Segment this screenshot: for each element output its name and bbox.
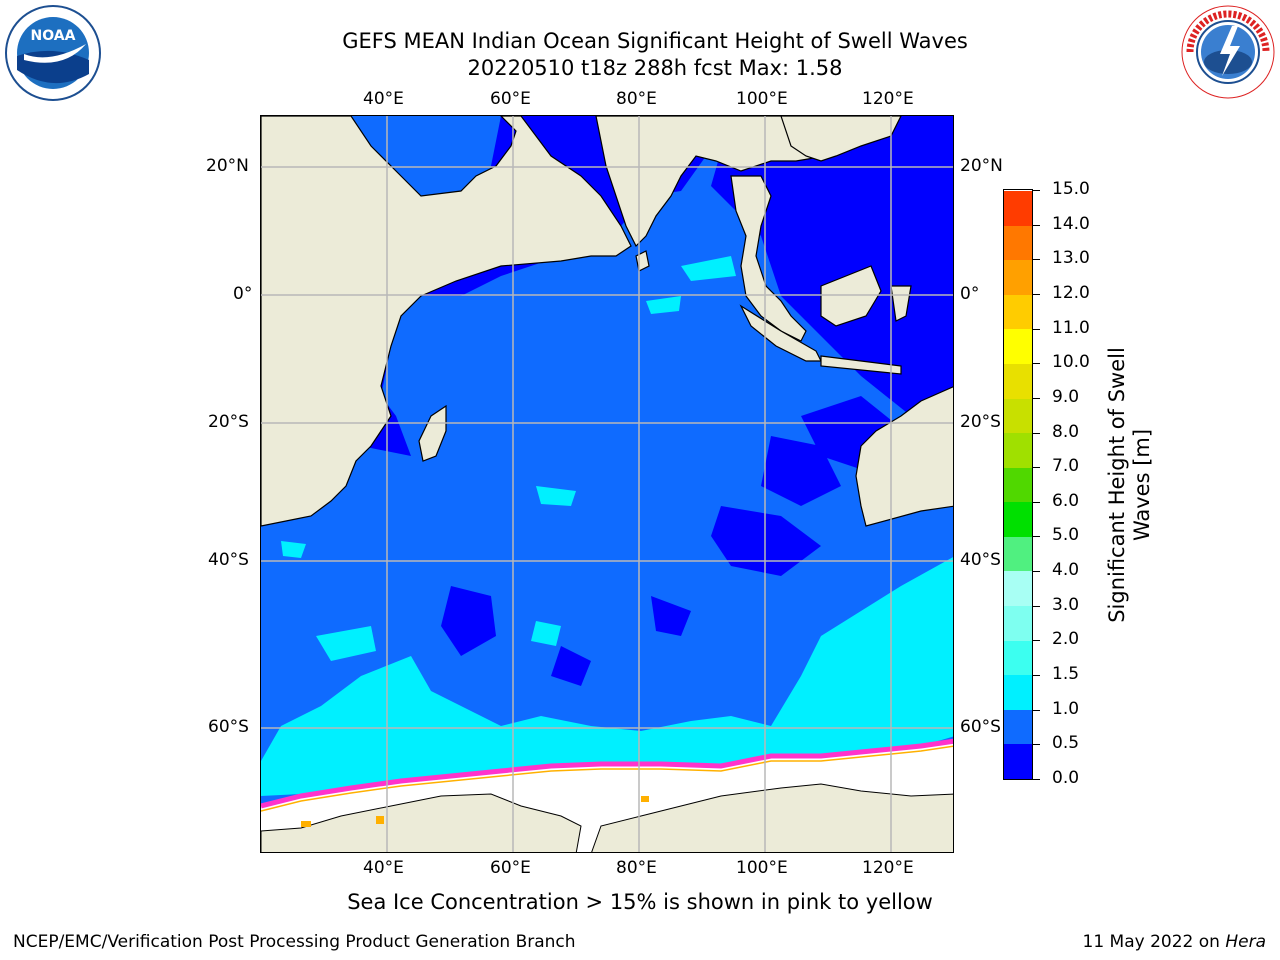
colorbar-tick-label: 9.0 (1052, 386, 1080, 407)
colorbar-title-line1: Significant Height of Swell (1105, 347, 1129, 623)
colorbar-segment (1004, 190, 1032, 226)
colorbar-segment (1004, 743, 1032, 779)
colorbar-tick-label: 4.0 (1052, 560, 1080, 581)
colorbar-tick-label: 13.0 (1052, 248, 1090, 269)
lon-tick-top-60e: 60°E (490, 89, 531, 109)
colorbar-tick-mark (1033, 328, 1040, 330)
colorbar-tick-mark (1033, 190, 1040, 191)
colorbar-segment (1004, 501, 1032, 537)
footer-credit: NCEP/EMC/Verification Post Processing Pr… (13, 932, 576, 952)
colorbar-tick-mark (1033, 675, 1040, 677)
colorbar-tick-label: 8.0 (1052, 421, 1080, 442)
colorbar-tick-label: 10.0 (1052, 352, 1090, 373)
colorbar-segment (1004, 363, 1032, 399)
colorbar-segment (1004, 398, 1032, 434)
colorbar-tick-mark (1033, 709, 1040, 711)
lat-tick-left-0: 0° (233, 284, 253, 304)
colorbar-tick-mark (1033, 501, 1040, 503)
lon-tick-bottom-60e: 60°E (490, 858, 531, 878)
colorbar-tick-mark (1033, 571, 1040, 573)
lon-tick-bottom-100e: 100°E (736, 858, 788, 878)
lon-tick-top-80e: 80°E (616, 89, 657, 109)
colorbar-segment (1004, 467, 1032, 503)
chart-title: GEFS MEAN Indian Ocean Significant Heigh… (342, 29, 968, 53)
sea-ice-caption: Sea Ice Concentration > 15% is shown in … (347, 890, 933, 914)
lat-tick-left-20s: 20°S (208, 412, 249, 432)
lon-tick-bottom-40e: 40°E (363, 858, 404, 878)
lon-tick-bottom-80e: 80°E (616, 858, 657, 878)
colorbar-segment (1004, 605, 1032, 641)
colorbar-tick-label: 1.0 (1052, 698, 1080, 719)
lon-tick-top-120e: 120°E (862, 89, 914, 109)
map-panel (260, 115, 954, 853)
noaa-logo: NOAA (4, 4, 102, 102)
colorbar-segment (1004, 536, 1032, 572)
colorbar-tick-label: 7.0 (1052, 456, 1080, 477)
colorbar-tick-mark (1033, 779, 1040, 780)
lat-tick-left-20n: 20°N (206, 156, 249, 176)
antarctica (261, 738, 953, 852)
colorbar-segment (1004, 432, 1032, 468)
footer-date-text: 11 May 2022 on (1082, 932, 1226, 952)
footer-host: Hera (1225, 932, 1266, 952)
colorbar-tick-mark (1033, 363, 1040, 365)
colorbar-title: Significant Height of Swell Waves [m] (1105, 347, 1155, 623)
colorbar-segment (1004, 294, 1032, 330)
colorbar-tick-label: 3.0 (1052, 594, 1080, 615)
colorbar-segment (1004, 570, 1032, 607)
colorbar-segment (1004, 674, 1032, 710)
colorbar-tick-mark (1033, 744, 1040, 746)
colorbar-tick-label: 14.0 (1052, 213, 1090, 234)
colorbar-segment (1004, 640, 1032, 676)
lat-tick-left-40s: 40°S (208, 550, 249, 570)
lon-tick-top-100e: 100°E (736, 89, 788, 109)
colorbar-tick-mark (1033, 605, 1040, 607)
lat-tick-right-0: 0° (960, 284, 980, 304)
swell-height-map (261, 116, 953, 852)
colorbar-segment (1004, 259, 1032, 295)
colorbar-tick-label: 6.0 (1052, 490, 1080, 511)
colorbar-tick-mark (1033, 536, 1040, 538)
colorbar-tick-label: 5.0 (1052, 525, 1080, 546)
lat-tick-right-20n: 20°N (960, 156, 1003, 176)
colorbar-tick-mark (1033, 467, 1040, 469)
lat-tick-right-40s: 40°S (960, 550, 1001, 570)
lat-tick-right-60s: 60°S (960, 717, 1001, 737)
colorbar-segment (1004, 328, 1032, 364)
lon-tick-bottom-120e: 120°E (862, 858, 914, 878)
colorbar-tick-mark (1033, 432, 1040, 434)
chart-subtitle: 20220510 t18z 288h fcst Max: 1.58 (467, 56, 843, 80)
colorbar-title-line2: Waves [m] (1130, 428, 1154, 542)
colorbar-tick-label: 0.0 (1052, 768, 1080, 788)
colorbar-tick-mark (1033, 397, 1040, 399)
colorbar-segment (1004, 709, 1032, 745)
colorbar-tick-label: 15.0 (1052, 179, 1090, 199)
colorbar-segment (1004, 225, 1032, 261)
colorbar-tick-label: 2.0 (1052, 629, 1080, 650)
lat-tick-right-20s: 20°S (960, 412, 1001, 432)
lat-tick-left-60s: 60°S (208, 717, 249, 737)
graticule (261, 116, 953, 852)
footer-date: 11 May 2022 on Hera (1083, 932, 1267, 952)
colorbar-tick-mark (1033, 224, 1040, 226)
high-swell-regions (261, 256, 953, 796)
colorbar-tick-label: 12.0 (1052, 282, 1090, 303)
lon-tick-top-40e: 40°E (363, 89, 404, 109)
colorbar-tick-mark (1033, 640, 1040, 642)
national-weather-service-logo (1180, 4, 1276, 100)
colorbar-tick-label: 11.0 (1052, 317, 1090, 338)
colorbar-tick-mark (1033, 293, 1040, 295)
colorbar-tick-label: 1.5 (1052, 664, 1080, 685)
svg-text:NOAA: NOAA (31, 28, 76, 44)
colorbar-tick-label: 0.5 (1052, 733, 1080, 754)
colorbar-tick-mark (1033, 259, 1040, 261)
colorbar (1003, 189, 1033, 780)
